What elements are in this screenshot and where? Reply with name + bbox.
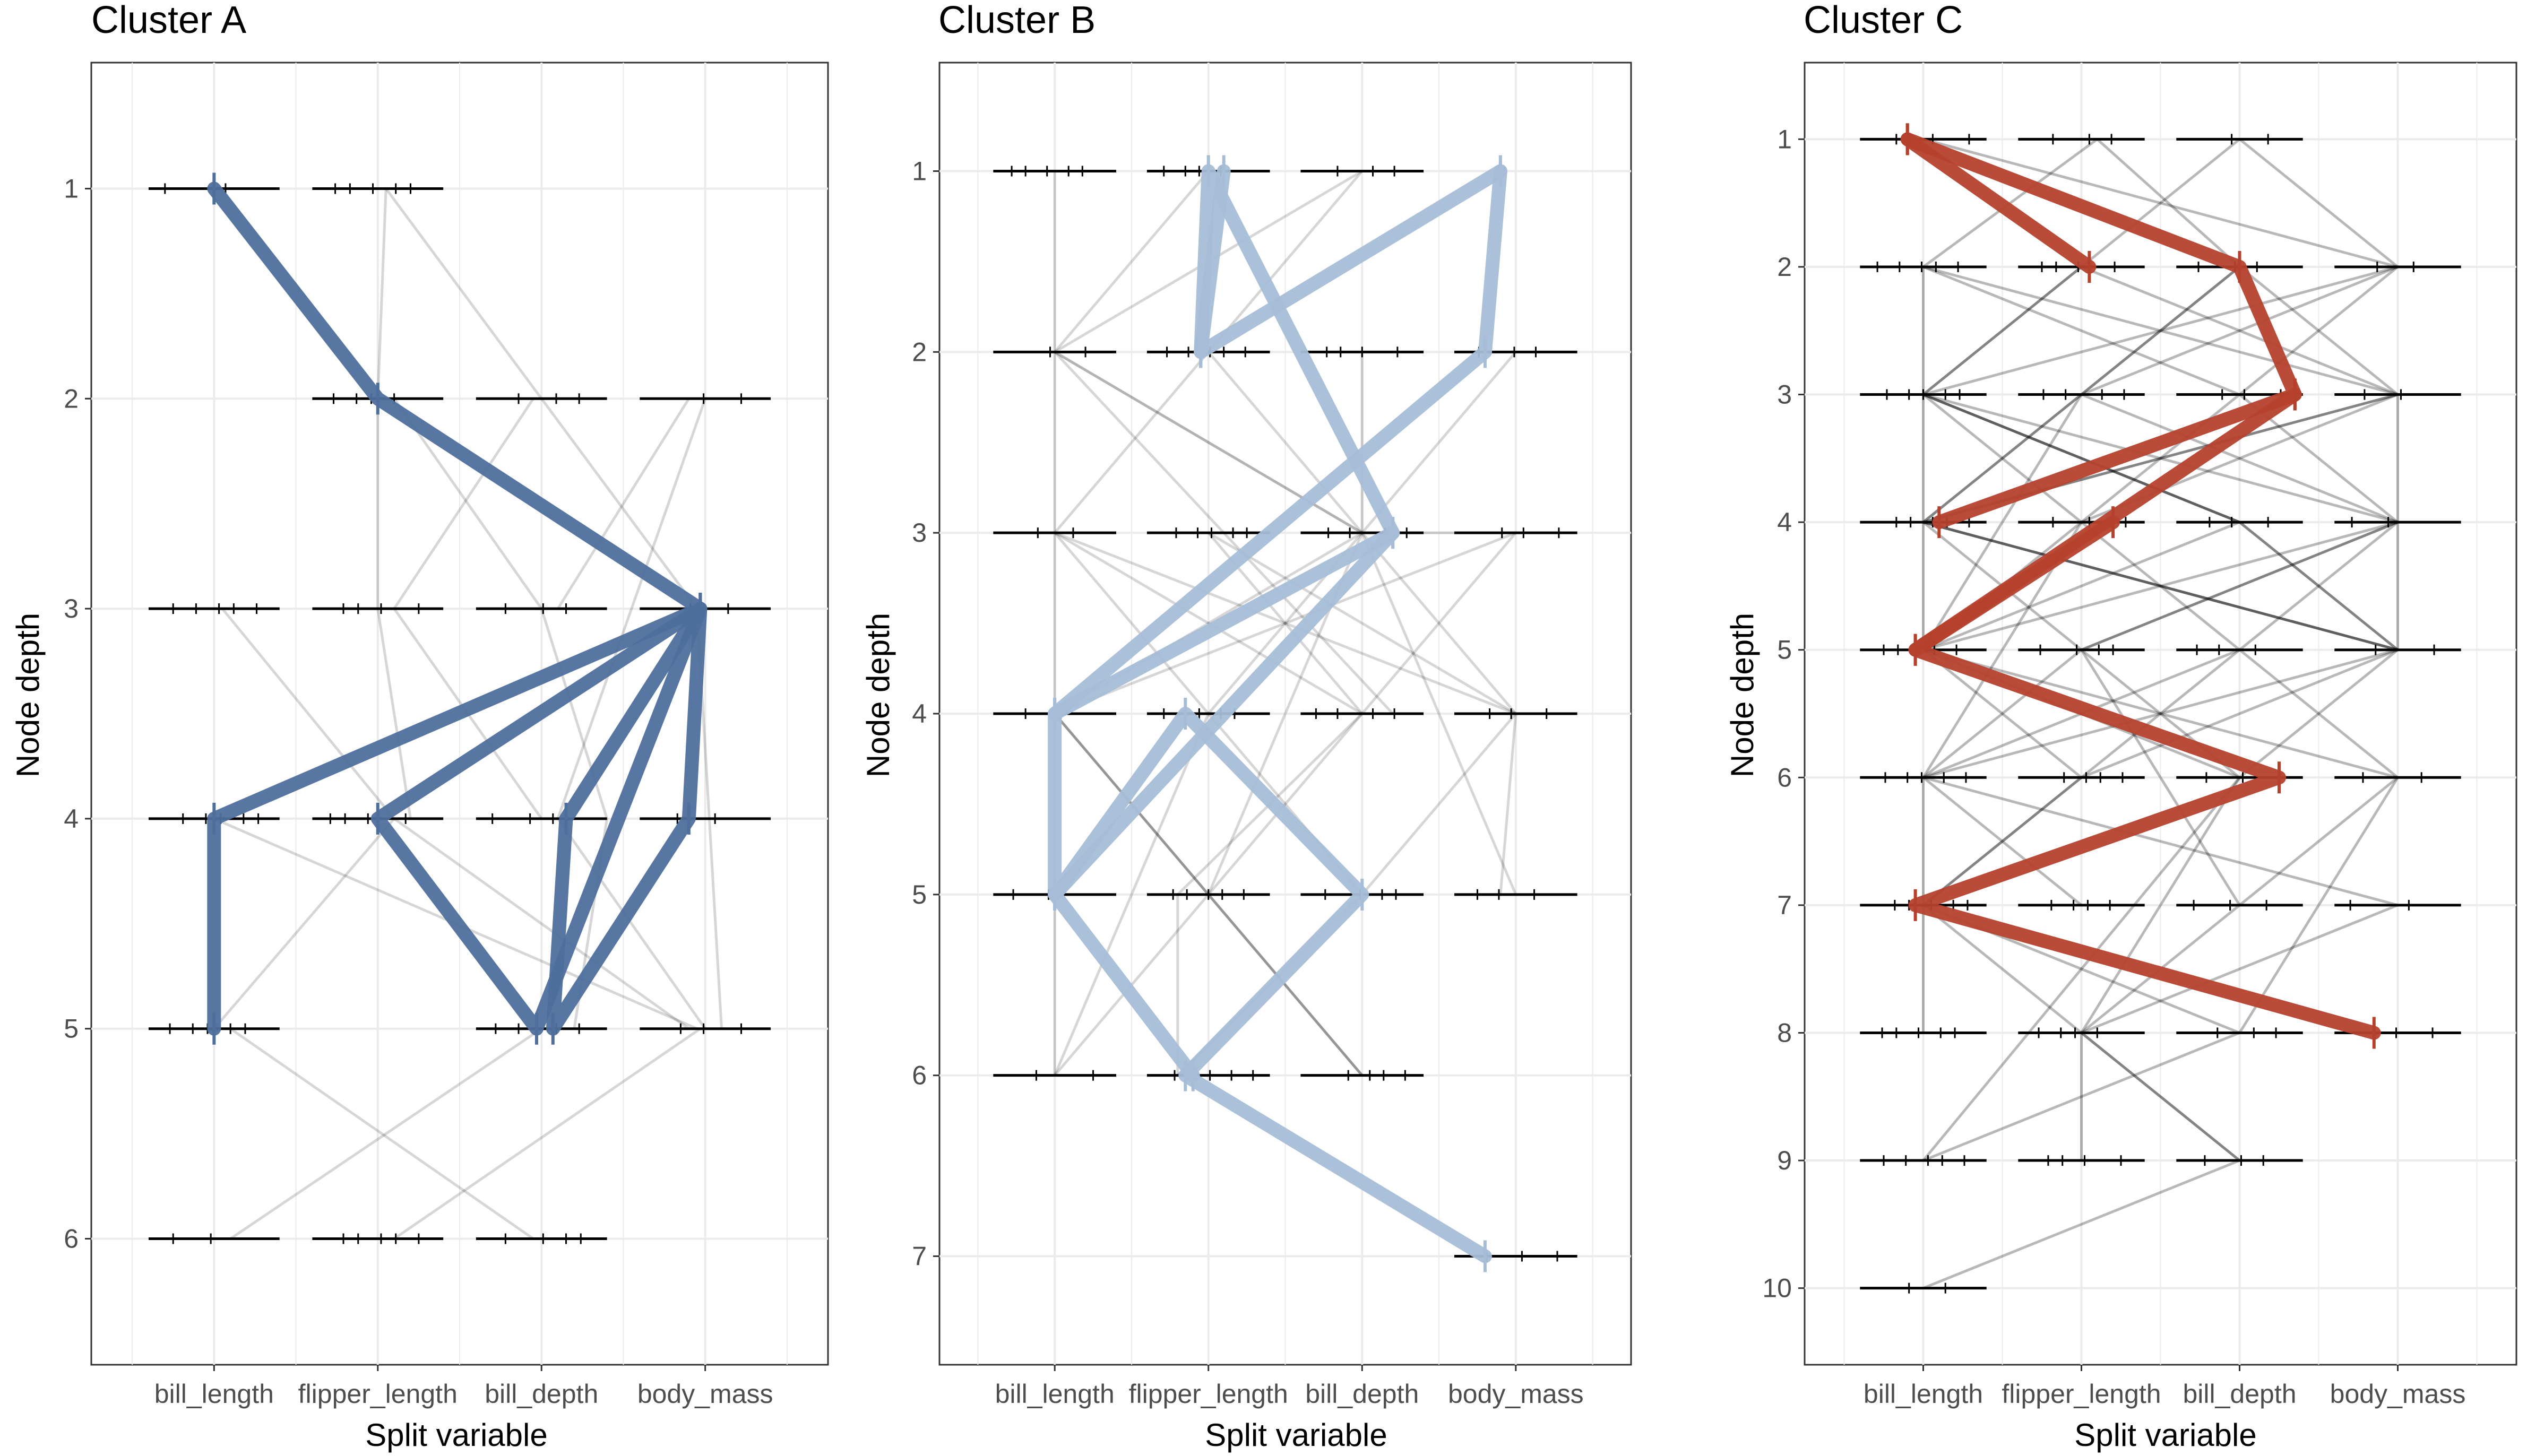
x-tick-label: flipper_length — [1129, 1379, 1288, 1409]
highlight-line — [1900, 132, 2097, 274]
highlight-line — [1900, 132, 2302, 530]
y-tick-label: 3 — [64, 594, 79, 623]
split-segments — [1860, 134, 2461, 1294]
x-tick-label: flipper_length — [2002, 1379, 2161, 1409]
highlight-line — [1048, 164, 1507, 1263]
y-tick-label: 6 — [912, 1061, 927, 1090]
tree-path — [393, 397, 609, 1029]
y-axis-title: Node depth — [1724, 613, 1760, 777]
y-tick-label: 3 — [912, 518, 927, 548]
panel-cluster-b: Cluster B Split variable Node depth 1 2 3 4… — [860, 0, 1632, 1453]
y-tick-label: 9 — [1777, 1146, 1792, 1175]
y-tick-label: 1 — [64, 174, 79, 203]
x-tick-label: flipper_length — [298, 1379, 458, 1409]
x-tick-label: bill_depth — [2183, 1379, 2296, 1409]
x-tick-label: bill_depth — [1305, 1379, 1419, 1409]
x-axis-title: Split variable — [365, 1417, 548, 1453]
y-tick-label: 6 — [1777, 762, 1792, 792]
y-tick-label: 6 — [64, 1224, 79, 1254]
split-segments — [148, 183, 771, 1244]
x-tick-label: body_mass — [1448, 1379, 1584, 1409]
y-tick-label: 5 — [1777, 635, 1792, 665]
x-axis-title: Split variable — [1205, 1417, 1387, 1453]
tree-path — [556, 397, 690, 610]
highlight-line — [1048, 526, 1400, 902]
y-axis-title: Node depth — [860, 613, 896, 777]
tree-path — [376, 188, 412, 819]
tree-path — [229, 1027, 534, 1240]
x-tick-label: bill_length — [1864, 1379, 1983, 1409]
tree-path — [1053, 351, 1517, 1076]
panel-title: Cluster B — [938, 0, 1096, 41]
x-tick-label: body_mass — [637, 1379, 773, 1409]
y-tick-label: 7 — [912, 1242, 927, 1271]
highlight-path — [207, 172, 708, 1045]
y-tick-label: 2 — [912, 337, 927, 367]
split-segments — [993, 166, 1577, 1262]
plot-area: 1 2 3 4 5 6 7 8 9 10 bill_length flipper_length bill… — [1762, 62, 2517, 1409]
x-tick-label: bill_length — [154, 1379, 274, 1409]
y-tick-label: 4 — [1777, 507, 1792, 537]
panel-title: Cluster A — [91, 0, 246, 41]
y-tick-label: 3 — [1777, 380, 1792, 410]
y-tick-label: 2 — [1777, 252, 1792, 282]
highlight-line — [1908, 515, 2120, 657]
panel-cluster-c: Cluster C Split variable Node depth 1 2 3 4… — [1724, 0, 2517, 1453]
tree-path — [1922, 265, 2402, 778]
tree-path — [1206, 532, 1364, 1077]
y-tick-label: 5 — [64, 1014, 79, 1044]
y-tick-label: 1 — [912, 157, 927, 186]
y-tick-label: 10 — [1762, 1273, 1792, 1303]
background-paths — [213, 187, 723, 1240]
y-tick-label: 8 — [1777, 1018, 1792, 1047]
highlight-line — [1194, 164, 1507, 359]
x-axis-title: Split variable — [2074, 1417, 2257, 1453]
highlight-line — [1048, 887, 1200, 1082]
x-tick-label: body_mass — [2330, 1379, 2466, 1409]
plot-area: 1 2 3 4 5 6 7 bill_length flipper_length bill_dep… — [912, 62, 1632, 1409]
x-tick-label: bill_length — [995, 1379, 1115, 1409]
tree-path — [1207, 351, 1519, 715]
tree-path — [393, 817, 690, 1030]
tree-path — [393, 1027, 701, 1240]
y-tick-label: 1 — [1777, 124, 1792, 154]
tree-path — [1206, 352, 1364, 1077]
tree-path — [1922, 138, 2401, 524]
tree-path — [1918, 265, 2402, 652]
panel-cluster-a: Cluster A Split variable Node depth 1 2 3 4… — [10, 0, 829, 1453]
y-tick-label: 4 — [64, 804, 79, 834]
highlight-path — [1900, 123, 2381, 1049]
y-tick-label: 4 — [912, 699, 927, 729]
y-tick-label: 2 — [64, 384, 79, 413]
y-axis-title: Node depth — [10, 613, 46, 777]
x-tick-label: bill_depth — [485, 1379, 598, 1409]
y-tick-label: 7 — [1777, 890, 1792, 920]
tree-path — [229, 1027, 542, 1240]
panel-title: Cluster C — [1804, 0, 1963, 41]
highlight-path — [1048, 155, 1507, 1272]
highlight-line — [370, 602, 708, 1036]
highlight-line — [1048, 164, 1400, 721]
y-tick-label: 5 — [912, 880, 927, 909]
plot-area: 1 2 3 4 5 6 bill_length flipper_length bill_dept… — [64, 62, 829, 1409]
